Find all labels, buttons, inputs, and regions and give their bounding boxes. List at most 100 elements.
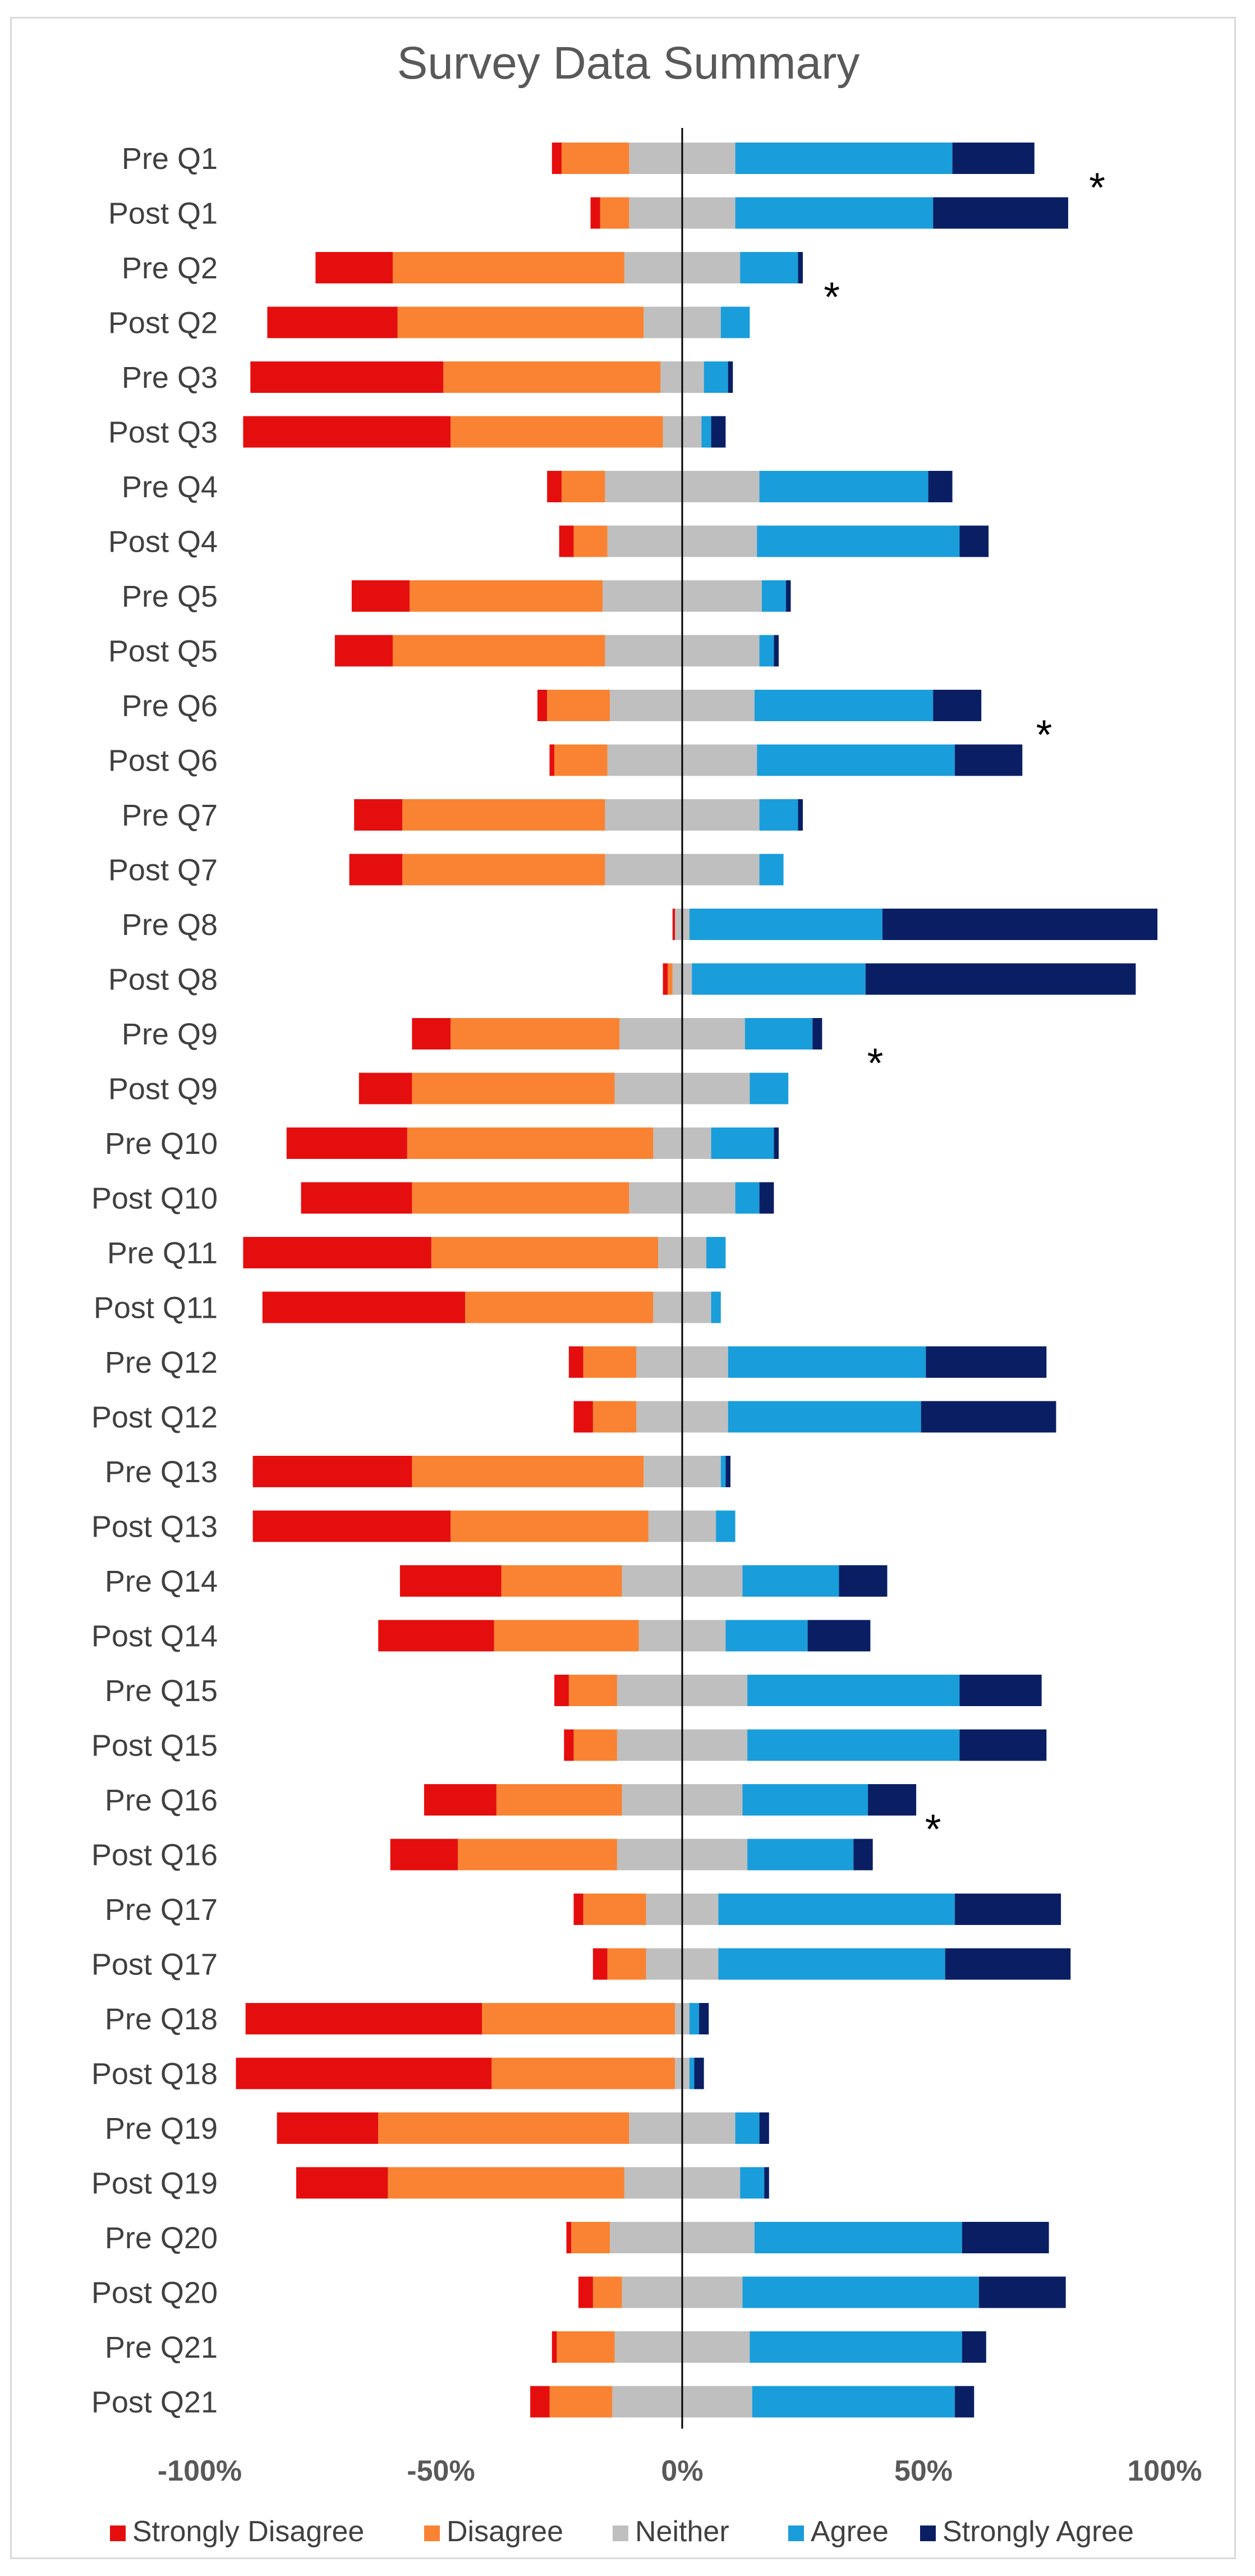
category-label: Post Q6 [108,744,218,778]
bar-disagree-post-q13 [450,1510,649,1542]
bar-agree-post-q21 [752,2386,955,2418]
category-label: Post Q19 [91,2167,218,2201]
bar-agree-pre-q10 [711,1127,774,1159]
bar-strongly-disagree-pre-q2 [315,252,393,283]
category-label: Pre Q13 [105,1455,218,1489]
bar-agree-pre-q17 [718,1894,955,1925]
bar-strongly-disagree-pre-q16 [424,1784,497,1816]
category-label: Pre Q15 [105,1674,218,1708]
bar-disagree-pre-q10 [407,1127,654,1159]
category-label: Pre Q2 [122,251,218,285]
bar-strongly-disagree-post-q19 [296,2167,388,2199]
bar-disagree-post-q2 [397,306,644,338]
bar-strongly-disagree-post-q12 [573,1401,593,1433]
bar-strongly-agree-pre-q3 [728,361,733,393]
bar-disagree-post-q12 [592,1401,637,1433]
legend-label: Agree [811,2515,889,2548]
bar-strongly-agree-pre-q13 [725,1456,730,1487]
bar-strongly-agree-pre-q16 [868,1784,917,1816]
bar-strongly-agree-post-q21 [954,2386,974,2418]
category-label: Pre Q4 [122,470,218,504]
category-label: Pre Q10 [105,1127,218,1161]
bar-agree-post-q3 [701,416,711,448]
bar-strongly-disagree-pre-q12 [568,1346,583,1378]
legend-swatch-strongly-disagree [110,2525,126,2541]
significance-asterisk: * [1036,712,1052,758]
bar-agree-pre-q11 [706,1237,726,1268]
category-label: Pre Q6 [122,689,218,723]
category-label: Post Q7 [108,854,218,887]
category-label: Post Q3 [108,416,218,450]
bar-strongly-agree-pre-q19 [759,2112,769,2144]
category-label: Pre Q20 [105,2221,218,2255]
legend-label: Strongly Agree [943,2515,1134,2548]
bar-strongly-disagree-post-q5 [334,635,393,667]
category-label: Post Q11 [94,1291,218,1325]
bar-disagree-pre-q9 [450,1018,620,1049]
bar-disagree-pre-q1 [562,143,629,174]
bar-strongly-agree-post-q10 [759,1182,774,1214]
category-label: Post Q18 [91,2057,218,2091]
bar-strongly-disagree-post-q20 [578,2276,593,2308]
bar-strongly-disagree-pre-q19 [277,2112,379,2144]
category-label: Pre Q5 [122,580,218,613]
bar-agree-pre-q5 [761,580,786,612]
category-label: Pre Q1 [122,142,218,176]
bar-strongly-disagree-pre-q9 [412,1018,451,1049]
bar-strongly-disagree-pre-q4 [547,471,562,502]
bar-strongly-disagree-pre-q15 [554,1675,569,1706]
bar-disagree-post-q16 [458,1839,617,1871]
bar-strongly-disagree-pre-q20 [566,2222,572,2253]
bar-strongly-agree-pre-q9 [812,1018,822,1049]
bar-strongly-disagree-pre-q18 [245,2003,482,2034]
bar-agree-pre-q15 [747,1675,960,1706]
bar-strongly-agree-pre-q6 [933,690,982,721]
bar-agree-post-q15 [747,1729,960,1761]
bar-strongly-agree-pre-q17 [954,1894,1061,1925]
bar-agree-post-q6 [757,744,955,776]
bar-strongly-disagree-post-q1 [590,197,600,229]
legend-label: Strongly Disagree [132,2515,364,2548]
bar-agree-pre-q18 [689,2003,700,2034]
x-tick-label: -50% [407,2455,475,2487]
bar-agree-pre-q2 [740,252,798,283]
category-label: Pre Q14 [105,1565,218,1598]
legend-swatch-strongly-agree [920,2525,936,2541]
category-labels: Pre Q1 Post Q1 Pre Q2 Post Q2 Pre Q3 Post Q3 P… [91,142,218,2419]
bar-strongly-agree-post-q3 [711,416,726,448]
legend-label: Disagree [447,2515,563,2548]
bar-strongly-disagree-pre-q13 [252,1456,412,1487]
bar-strongly-disagree-post-q15 [564,1729,574,1761]
bar-disagree-pre-q12 [583,1346,637,1378]
x-tick-label: 50% [894,2455,953,2487]
legend: Strongly Disagree Disagree Neither Agree Str… [110,2515,1134,2548]
category-label: Pre Q3 [122,361,218,395]
bar-agree-post-q11 [711,1291,721,1323]
bar-strongly-disagree-pre-q21 [551,2331,557,2363]
bar-agree-pre-q13 [720,1456,726,1487]
bar-strongly-agree-post-q16 [853,1839,873,1871]
bar-strongly-agree-pre-q2 [798,252,803,283]
category-label: Pre Q11 [107,1236,218,1270]
bar-disagree-post-q20 [592,2276,622,2308]
category-label: Pre Q16 [105,1784,218,1817]
bar-strongly-agree-pre-q7 [798,799,803,831]
category-label: Post Q1 [108,197,218,231]
bar-disagree-pre-q7 [402,799,605,831]
category-label: Post Q2 [108,306,218,340]
legend-label: Neither [635,2515,729,2548]
bar-disagree-post-q4 [573,525,608,557]
category-label: Post Q12 [91,1401,218,1434]
bar-strongly-agree-post-q14 [807,1620,871,1652]
bar-agree-pre-q21 [750,2331,962,2363]
bar-strongly-disagree-post-q18 [236,2057,492,2089]
bar-strongly-agree-post-q1 [933,197,1068,229]
bar-strongly-disagree-post-q9 [358,1072,412,1104]
category-label: Pre Q19 [105,2112,218,2146]
bar-strongly-agree-post-q18 [694,2057,704,2089]
bar-strongly-disagree-post-q21 [530,2386,550,2418]
x-axis: -100% -50% 0% 50% 100% [158,128,1202,2487]
bars-layer [236,143,1158,2418]
bar-agree-pre-q6 [755,690,934,721]
bar-agree-post-q18 [689,2057,695,2089]
